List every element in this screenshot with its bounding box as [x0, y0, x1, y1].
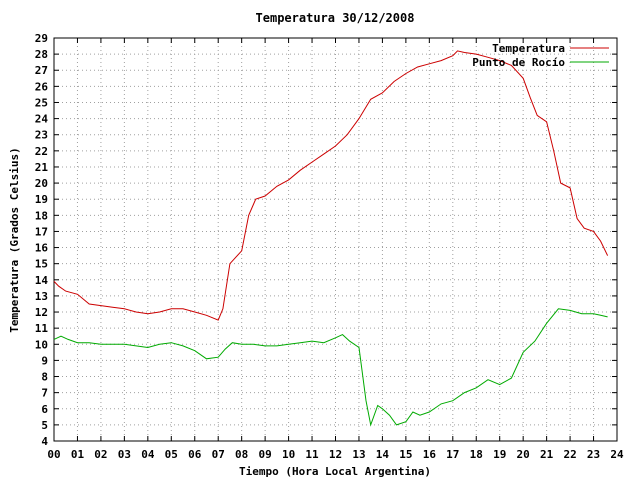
x-tick-label: 16	[423, 448, 437, 461]
y-tick-label: 6	[41, 403, 48, 416]
y-tick-label: 29	[35, 32, 48, 45]
x-tick-label: 03	[118, 448, 131, 461]
x-tick-label: 09	[259, 448, 272, 461]
y-tick-label: 28	[35, 48, 48, 61]
x-tick-label: 07	[212, 448, 225, 461]
x-tick-label: 05	[165, 448, 178, 461]
x-axis-label: Tiempo (Hora Local Argentina)	[239, 465, 431, 478]
legend-label-0: Temperatura	[492, 42, 565, 55]
y-tick-label: 22	[35, 145, 48, 158]
series-lines	[53, 50, 609, 427]
y-tick-label: 10	[35, 338, 48, 351]
y-tick-label: 4	[41, 435, 48, 448]
y-tick-label: 15	[35, 258, 48, 271]
x-tick-label: 15	[399, 448, 412, 461]
x-tick-label: 10	[282, 448, 295, 461]
grid-lines	[54, 38, 617, 441]
y-tick-label: 12	[35, 306, 48, 319]
y-tick-label: 16	[35, 242, 49, 255]
x-tick-label: 02	[94, 448, 107, 461]
y-tick-label: 5	[41, 419, 48, 432]
y-tick-label: 26	[35, 80, 49, 93]
x-tick-label: 19	[493, 448, 506, 461]
x-tick-label: 06	[188, 448, 202, 461]
legend-label-1: Punto de Rocío	[472, 56, 565, 69]
x-tick-label: 00	[47, 448, 60, 461]
y-tick-label: 7	[41, 387, 48, 400]
y-tick-label: 13	[35, 290, 48, 303]
x-tick-label: 01	[71, 448, 85, 461]
x-tick-label: 14	[376, 448, 390, 461]
y-tick-label: 21	[35, 161, 49, 174]
x-tick-label: 17	[446, 448, 459, 461]
y-tick-label: 25	[35, 96, 48, 109]
x-tick-label: 21	[540, 448, 554, 461]
y-tick-label: 23	[35, 129, 48, 142]
x-tick-label: 20	[517, 448, 530, 461]
chart-title: Temperatura 30/12/2008	[256, 11, 415, 25]
series-line-0	[53, 50, 609, 321]
y-tick-label: 19	[35, 193, 48, 206]
y-axis-label: Temperatura (Grados Celsius)	[8, 147, 21, 332]
x-tick-label: 04	[141, 448, 155, 461]
y-tick-label: 24	[35, 113, 49, 126]
series-line-1	[53, 308, 608, 427]
x-tick-label: 22	[563, 448, 576, 461]
y-tick-label: 14	[35, 274, 49, 287]
y-tick-label: 11	[35, 322, 49, 335]
x-tick-label: 12	[329, 448, 342, 461]
y-tick-label: 27	[35, 64, 48, 77]
y-tick-label: 9	[41, 354, 48, 367]
x-tick-label: 11	[305, 448, 319, 461]
x-tick-label: 24	[610, 448, 624, 461]
x-axis: 00 01 02 03 04 05 06 07 08 09 10 11 12 13 14 15 16 17 18 19…	[47, 38, 624, 461]
x-tick-label: 18	[470, 448, 483, 461]
y-tick-label: 17	[35, 225, 48, 238]
y-tick-label: 18	[35, 209, 48, 222]
y-tick-label: 8	[41, 371, 48, 384]
x-tick-label: 13	[352, 448, 365, 461]
y-axis: 4 5 6 7 8 9 10 11 12 13 14 15 16 17 18 19 20 21 22 23 24 25 26…	[35, 32, 617, 448]
x-tick-label: 08	[235, 448, 248, 461]
y-tick-label: 20	[35, 177, 48, 190]
x-tick-label: 23	[587, 448, 600, 461]
